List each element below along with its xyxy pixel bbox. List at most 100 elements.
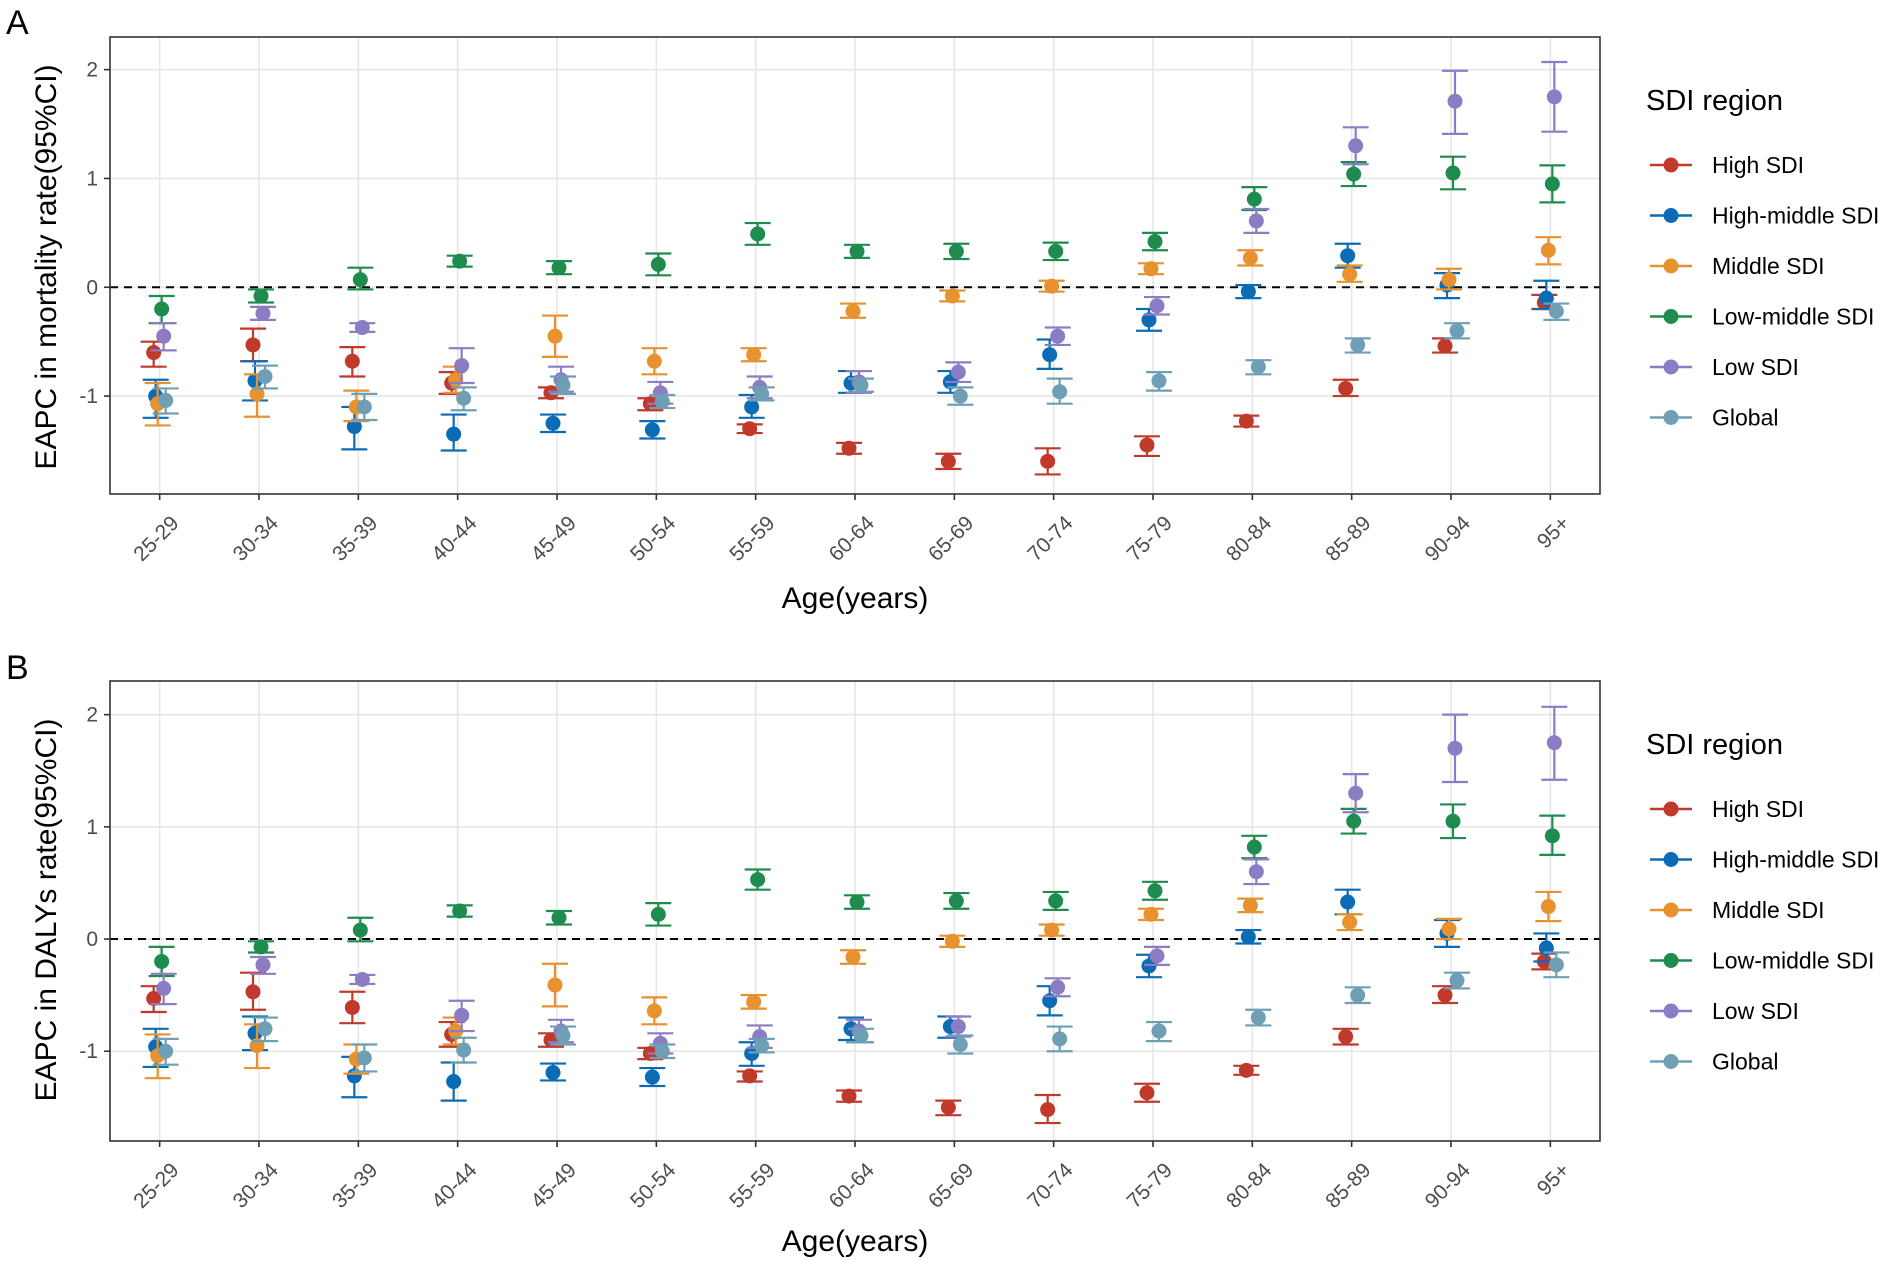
- data-point: [1441, 272, 1457, 288]
- data-point: [1348, 785, 1364, 801]
- data-point: [158, 1043, 174, 1059]
- x-tick-label: 60-64: [825, 511, 879, 565]
- data-point: [245, 984, 261, 1000]
- legend-item: Low-middle SDI: [1650, 948, 1874, 974]
- y-tick-label: 2: [86, 59, 98, 82]
- data-point: [454, 1007, 470, 1023]
- data-point: [948, 243, 964, 259]
- x-tick-label: 25-29: [129, 1159, 183, 1213]
- data-point: [746, 994, 762, 1010]
- legend-key-point: [1663, 208, 1679, 223]
- legend-key-point: [1663, 852, 1679, 867]
- data-point: [1540, 899, 1556, 915]
- legend-label: Low SDI: [1712, 354, 1799, 380]
- data-point: [1151, 1023, 1167, 1039]
- legend-label: High SDI: [1712, 152, 1804, 178]
- x-tick-label: 40-44: [427, 511, 481, 565]
- series-global: [152, 302, 1570, 422]
- legend-item: Global: [1650, 1049, 1778, 1075]
- data-point: [1143, 261, 1159, 277]
- data-point: [1246, 191, 1262, 207]
- x-tick-label: 95+: [1533, 512, 1574, 553]
- data-point: [1447, 93, 1463, 109]
- data-point: [446, 1074, 462, 1090]
- data-point: [156, 980, 172, 996]
- data-point: [1250, 1010, 1266, 1026]
- data-point: [257, 1021, 273, 1037]
- data-point: [1139, 1085, 1155, 1101]
- data-point: [644, 422, 660, 438]
- data-point: [1437, 338, 1453, 354]
- data-point: [456, 1042, 472, 1058]
- data-point: [344, 999, 360, 1015]
- x-tick-label: 75-79: [1123, 512, 1177, 566]
- x-tick-label: 65-69: [924, 512, 978, 566]
- legend-label: Middle SDI: [1712, 253, 1824, 279]
- data-point: [356, 399, 372, 415]
- x-tick-label: 25-29: [129, 512, 183, 566]
- y-tick-label: -1: [79, 1040, 98, 1063]
- data-point: [354, 320, 370, 336]
- data-point: [849, 243, 865, 259]
- x-tick-label: 30-34: [229, 1158, 283, 1212]
- legend-key-point: [1663, 953, 1679, 968]
- data-point: [154, 953, 170, 969]
- data-point: [1143, 906, 1159, 922]
- data-point: [253, 288, 269, 304]
- data-point: [841, 1088, 857, 1104]
- data-point: [742, 1068, 758, 1084]
- data-point: [146, 991, 162, 1007]
- data-point: [845, 303, 861, 319]
- legend-title: SDI region: [1646, 729, 1783, 761]
- data-point: [1052, 1031, 1068, 1047]
- panel-b: B -1 0 1 2 25-29 30-34 35-39 40-44 45-49 50-54 55-5…: [6, 649, 1879, 1258]
- data-point: [845, 949, 861, 965]
- data-point: [1348, 138, 1364, 154]
- data-point: [1346, 166, 1362, 182]
- data-point: [1044, 922, 1060, 938]
- data-point: [1050, 979, 1066, 995]
- y-tick-label: 1: [86, 167, 98, 190]
- data-point: [754, 386, 770, 402]
- x-axis-title: Age(years): [782, 582, 929, 615]
- data-point: [952, 1037, 968, 1053]
- data-point: [1040, 453, 1056, 469]
- data-point: [551, 260, 567, 276]
- legend-label: High SDI: [1712, 796, 1804, 822]
- data-point: [1240, 284, 1256, 300]
- data-point: [352, 272, 368, 288]
- panel-letter: A: [6, 4, 29, 42]
- data-point: [344, 353, 360, 369]
- data-point: [1044, 278, 1060, 294]
- data-point: [1147, 234, 1163, 250]
- data-point: [1449, 973, 1465, 989]
- legend: SDI region High SDI High-middle SDI Middle …: [1646, 729, 1879, 1075]
- legend: SDI region High SDI High-middle SDI Middle …: [1646, 85, 1879, 431]
- x-tick-label: 35-39: [328, 1159, 382, 1213]
- data-point: [1141, 958, 1157, 974]
- x-tick-label: 35-39: [328, 512, 382, 566]
- x-tick-label: 80-84: [1222, 1158, 1276, 1212]
- legend-label: Low-middle SDI: [1712, 948, 1874, 974]
- x-tick-label: 50-54: [626, 1158, 680, 1212]
- data-point: [1544, 828, 1560, 844]
- data-point: [1248, 213, 1264, 229]
- data-point: [146, 345, 162, 361]
- data-point: [1050, 328, 1066, 344]
- legend-label: Middle SDI: [1712, 897, 1824, 923]
- panel-letter: B: [6, 649, 29, 687]
- data-point: [1342, 266, 1358, 282]
- data-point: [545, 415, 561, 431]
- data-point: [1449, 323, 1465, 339]
- data-point: [1338, 380, 1354, 396]
- data-point: [944, 933, 960, 949]
- data-point: [1149, 298, 1165, 314]
- data-point: [249, 386, 265, 402]
- data-point: [1242, 897, 1258, 913]
- data-point: [650, 906, 666, 922]
- legend-label: Global: [1712, 1049, 1778, 1075]
- data-point: [1052, 384, 1068, 400]
- data-point: [1338, 1029, 1354, 1045]
- legend-item: Global: [1650, 405, 1778, 431]
- x-tick-label: 60-64: [825, 1158, 879, 1212]
